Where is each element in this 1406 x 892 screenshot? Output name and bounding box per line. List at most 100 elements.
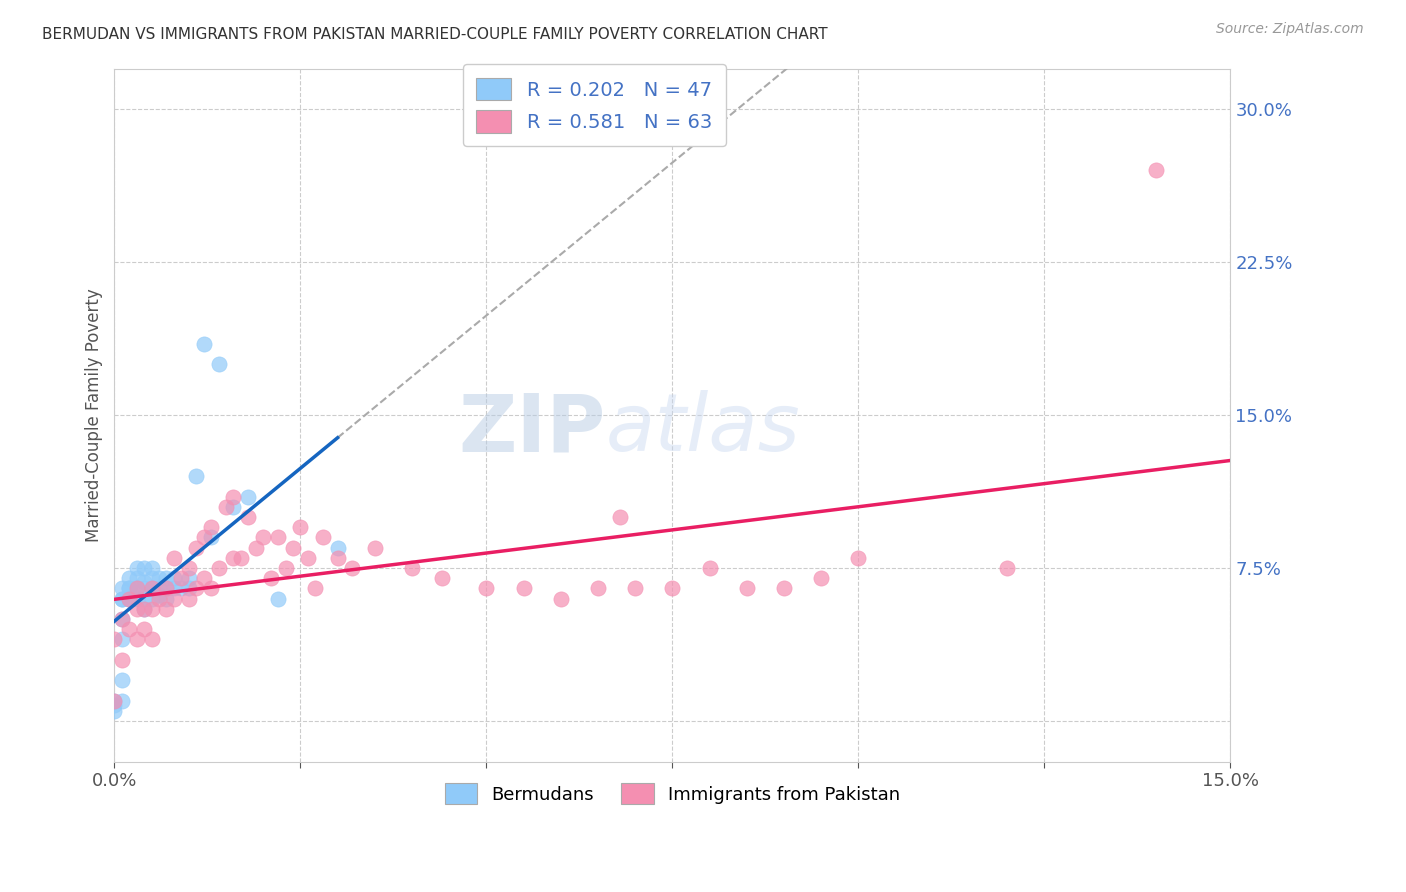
Point [810, 571, 832, 585]
Point [222, 550, 245, 565]
Point [177, 591, 200, 606]
Point [163, 550, 186, 565]
Point [281, 541, 304, 555]
Point [193, 336, 215, 351]
Point [155, 602, 177, 616]
Point [848, 550, 870, 565]
Point [550, 591, 572, 606]
Point [103, 693, 125, 707]
Point [118, 582, 141, 596]
Point [148, 571, 170, 585]
Point [155, 571, 177, 585]
Text: BERMUDAN VS IMMIGRANTS FROM PAKISTAN MARRIED-COUPLE FAMILY POVERTY CORRELATION C: BERMUDAN VS IMMIGRANTS FROM PAKISTAN MAR… [42, 27, 828, 42]
Point [290, 520, 312, 534]
Text: atlas: atlas [606, 390, 800, 468]
Point [699, 561, 721, 575]
Point [207, 561, 229, 575]
Point [586, 582, 609, 596]
Point [995, 561, 1018, 575]
Point [134, 575, 156, 590]
Point [103, 693, 125, 707]
Point [111, 693, 134, 707]
Point [170, 571, 193, 585]
Point [326, 550, 349, 565]
Point [193, 531, 215, 545]
Point [125, 571, 148, 585]
Point [141, 571, 163, 585]
Point [103, 698, 125, 712]
Text: ZIP: ZIP [458, 390, 606, 468]
Point [259, 571, 281, 585]
Point [186, 541, 208, 555]
Point [200, 520, 222, 534]
Point [134, 591, 156, 606]
Point [163, 582, 186, 596]
Point [118, 571, 141, 585]
Point [141, 591, 163, 606]
Point [177, 582, 200, 596]
Point [364, 541, 387, 555]
Point [134, 561, 156, 575]
Point [215, 500, 238, 514]
Point [200, 531, 222, 545]
Point [512, 582, 534, 596]
Point [267, 531, 290, 545]
Point [163, 571, 186, 585]
Point [475, 582, 498, 596]
Point [141, 561, 163, 575]
Point [229, 550, 252, 565]
Point [148, 588, 170, 602]
Point [103, 632, 125, 647]
Text: Source: ZipAtlas.com: Source: ZipAtlas.com [1216, 22, 1364, 37]
Point [1144, 163, 1167, 178]
Point [170, 582, 193, 596]
Point [125, 582, 148, 596]
Point [134, 622, 156, 636]
Point [207, 357, 229, 371]
Point [111, 632, 134, 647]
Point [342, 561, 364, 575]
Point [103, 704, 125, 718]
Point [141, 602, 163, 616]
Point [401, 561, 423, 575]
Point [118, 591, 141, 606]
Point [193, 571, 215, 585]
Point [111, 612, 134, 626]
Point [111, 612, 134, 626]
Point [111, 653, 134, 667]
Point [118, 591, 141, 606]
Point [186, 582, 208, 596]
Point [134, 602, 156, 616]
Point [111, 582, 134, 596]
Point [155, 582, 177, 596]
Point [735, 582, 758, 596]
Point [141, 582, 163, 596]
Point [125, 582, 148, 596]
Point [430, 571, 453, 585]
Y-axis label: Married-Couple Family Poverty: Married-Couple Family Poverty [86, 288, 103, 542]
Point [125, 591, 148, 606]
Point [111, 591, 134, 606]
Point [238, 510, 260, 524]
Point [155, 582, 177, 596]
Point [125, 602, 148, 616]
Point [274, 561, 297, 575]
Point [118, 582, 141, 596]
Point [118, 622, 141, 636]
Point [304, 582, 326, 596]
Point [624, 582, 647, 596]
Point [186, 469, 208, 483]
Point [118, 591, 141, 606]
Point [238, 490, 260, 504]
Point [609, 510, 631, 524]
Point [177, 561, 200, 575]
Point [773, 582, 796, 596]
Point [148, 591, 170, 606]
Point [222, 490, 245, 504]
Point [111, 673, 134, 688]
Point [222, 500, 245, 514]
Point [200, 582, 222, 596]
Point [661, 582, 683, 596]
Point [312, 531, 335, 545]
Point [297, 550, 319, 565]
